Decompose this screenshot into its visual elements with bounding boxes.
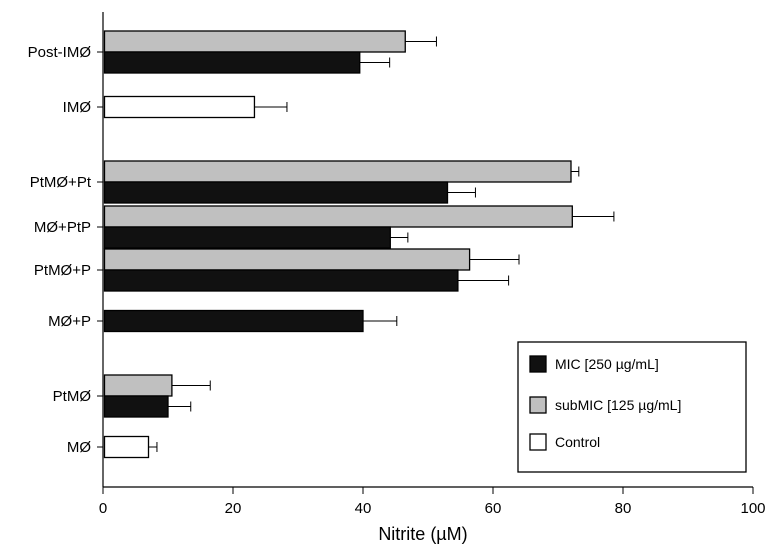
category-label: MØ+PtP [34,219,91,236]
x-tick-label: 100 [740,500,765,517]
x-tick-label: 20 [225,500,242,517]
category-label: PtMØ+Pt [30,174,92,191]
bar [105,437,149,458]
category-label: MØ+P [48,313,91,330]
bar [105,227,391,248]
bar [105,206,573,227]
legend-label: Control [555,434,600,450]
legend-label: MIC [250 µg/mL] [555,356,659,372]
bar [105,270,458,291]
legend-label: subMIC [125 µg/mL] [555,397,681,413]
x-axis-title: Nitrite (µM) [378,524,467,544]
category-label: IMØ [63,99,92,116]
legend-swatch [530,356,546,372]
bar [105,396,169,417]
bar [105,311,364,332]
bar [105,182,448,203]
x-tick-label: 80 [615,500,632,517]
bar [105,52,360,73]
bar [105,161,572,182]
x-tick-label: 60 [485,500,502,517]
legend-swatch [530,434,546,450]
category-label: Post-IMØ [28,44,92,61]
bar [105,375,172,396]
category-label: MØ [67,439,91,456]
x-tick-label: 40 [355,500,372,517]
bar [105,31,406,52]
legend: MIC [250 µg/mL] subMIC [125 µg/mL] Control [518,342,746,472]
category-label: PtMØ+P [34,262,91,279]
legend-swatch [530,397,546,413]
x-tick-label: 0 [99,500,107,517]
bar [105,97,255,118]
bar [105,249,470,270]
category-label: PtMØ [53,388,92,405]
